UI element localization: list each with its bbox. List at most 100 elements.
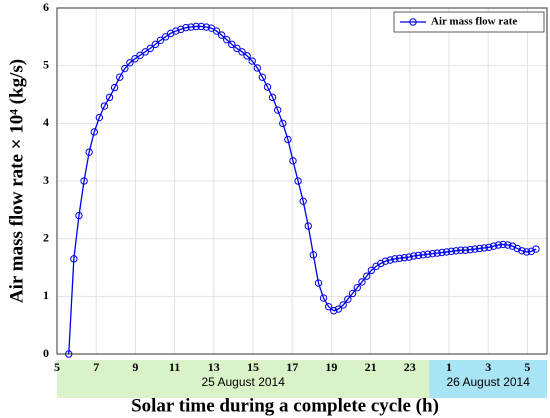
data-point bbox=[253, 64, 262, 72]
y-tick-label: 0 bbox=[43, 346, 49, 360]
data-point bbox=[334, 305, 343, 313]
data-point bbox=[309, 251, 318, 259]
data-point bbox=[228, 40, 236, 49]
data-point bbox=[405, 253, 413, 261]
data-point bbox=[494, 241, 503, 249]
y-tick-label: 6 bbox=[43, 0, 49, 14]
data-point bbox=[217, 31, 226, 39]
x-tick-label: 13 bbox=[208, 360, 220, 374]
y-tick-label: 1 bbox=[43, 288, 49, 302]
legend-marker bbox=[409, 18, 417, 26]
data-point bbox=[475, 244, 484, 253]
data-point bbox=[100, 102, 109, 110]
data-point bbox=[433, 249, 441, 257]
data-point bbox=[438, 248, 446, 257]
data-point bbox=[95, 113, 104, 122]
data-point bbox=[121, 64, 129, 73]
data-point bbox=[80, 177, 88, 185]
y-tick-label: 4 bbox=[43, 115, 49, 129]
x-tick-label: 21 bbox=[365, 360, 377, 374]
data-point bbox=[258, 73, 267, 81]
data-point bbox=[284, 135, 292, 144]
data-point bbox=[527, 247, 536, 256]
x-tick-label: 15 bbox=[247, 360, 259, 374]
data-point bbox=[187, 23, 195, 31]
x-tick-label: 17 bbox=[286, 360, 298, 374]
data-point bbox=[485, 243, 493, 252]
data-point bbox=[156, 36, 165, 44]
data-point bbox=[522, 248, 531, 256]
day-band bbox=[429, 360, 547, 398]
x-tick-label: 19 bbox=[325, 360, 337, 374]
data-point bbox=[391, 255, 399, 263]
data-point bbox=[299, 197, 307, 205]
data-point bbox=[136, 51, 144, 59]
data-point bbox=[410, 252, 418, 260]
x-tick-label: 23 bbox=[404, 360, 416, 374]
data-point bbox=[428, 249, 437, 258]
y-tick-label: 5 bbox=[43, 57, 49, 71]
data-point bbox=[75, 211, 83, 220]
data-point bbox=[294, 177, 302, 185]
data-point bbox=[395, 254, 404, 262]
data-point bbox=[110, 83, 119, 92]
data-point bbox=[457, 246, 465, 254]
x-tick-label: 11 bbox=[169, 360, 180, 374]
data-point bbox=[508, 242, 517, 250]
y-axis-label: Air mass flow rate × 10⁴ (kg/s) bbox=[6, 59, 27, 303]
data-point bbox=[146, 44, 154, 53]
data-point bbox=[424, 250, 432, 258]
data-point bbox=[499, 240, 507, 249]
data-point bbox=[324, 303, 333, 311]
data-point bbox=[161, 33, 170, 41]
data-point bbox=[289, 157, 297, 165]
data-line bbox=[68, 25, 537, 355]
data-point bbox=[248, 57, 256, 65]
legend-box bbox=[393, 11, 545, 33]
data-point bbox=[414, 251, 423, 260]
y-tick-label: 3 bbox=[43, 173, 49, 187]
data-point bbox=[386, 256, 394, 264]
data-point bbox=[362, 272, 371, 280]
data-point bbox=[172, 27, 180, 35]
data-point bbox=[358, 278, 366, 286]
data-point bbox=[466, 245, 474, 254]
data-point bbox=[381, 257, 390, 265]
data-point bbox=[348, 289, 357, 298]
data-point bbox=[319, 294, 328, 302]
data-point bbox=[447, 247, 456, 256]
data-point bbox=[344, 295, 352, 303]
data-point bbox=[177, 25, 185, 34]
data-point bbox=[489, 242, 498, 250]
x-tick-label: 3 bbox=[485, 360, 491, 374]
data-point bbox=[518, 247, 526, 255]
data-point bbox=[90, 128, 98, 136]
data-point bbox=[141, 48, 149, 56]
data-point bbox=[461, 246, 470, 254]
data-point bbox=[70, 255, 78, 263]
data-point bbox=[273, 106, 282, 114]
data-point bbox=[339, 301, 347, 309]
data-point bbox=[330, 307, 338, 315]
data-point bbox=[65, 350, 73, 358]
day-label: 26 August 2014 bbox=[446, 375, 530, 389]
day-label: 25 August 2014 bbox=[201, 375, 285, 389]
x-tick-label: 7 bbox=[93, 360, 99, 374]
data-point bbox=[353, 283, 361, 292]
data-point bbox=[223, 36, 231, 44]
data-point bbox=[532, 245, 540, 253]
plot-frame bbox=[56, 7, 548, 355]
data-point bbox=[202, 23, 211, 31]
x-tick-label: 5 bbox=[524, 360, 530, 374]
data-point bbox=[504, 241, 512, 249]
y-tick-label: 2 bbox=[43, 230, 49, 244]
data-point bbox=[279, 119, 287, 128]
data-point bbox=[151, 40, 160, 49]
data-point bbox=[192, 22, 200, 31]
data-point bbox=[513, 244, 521, 253]
x-tick-label: 1 bbox=[446, 360, 452, 374]
data-point bbox=[212, 27, 221, 35]
data-point bbox=[268, 93, 277, 102]
x-tick-label: 5 bbox=[54, 360, 60, 374]
